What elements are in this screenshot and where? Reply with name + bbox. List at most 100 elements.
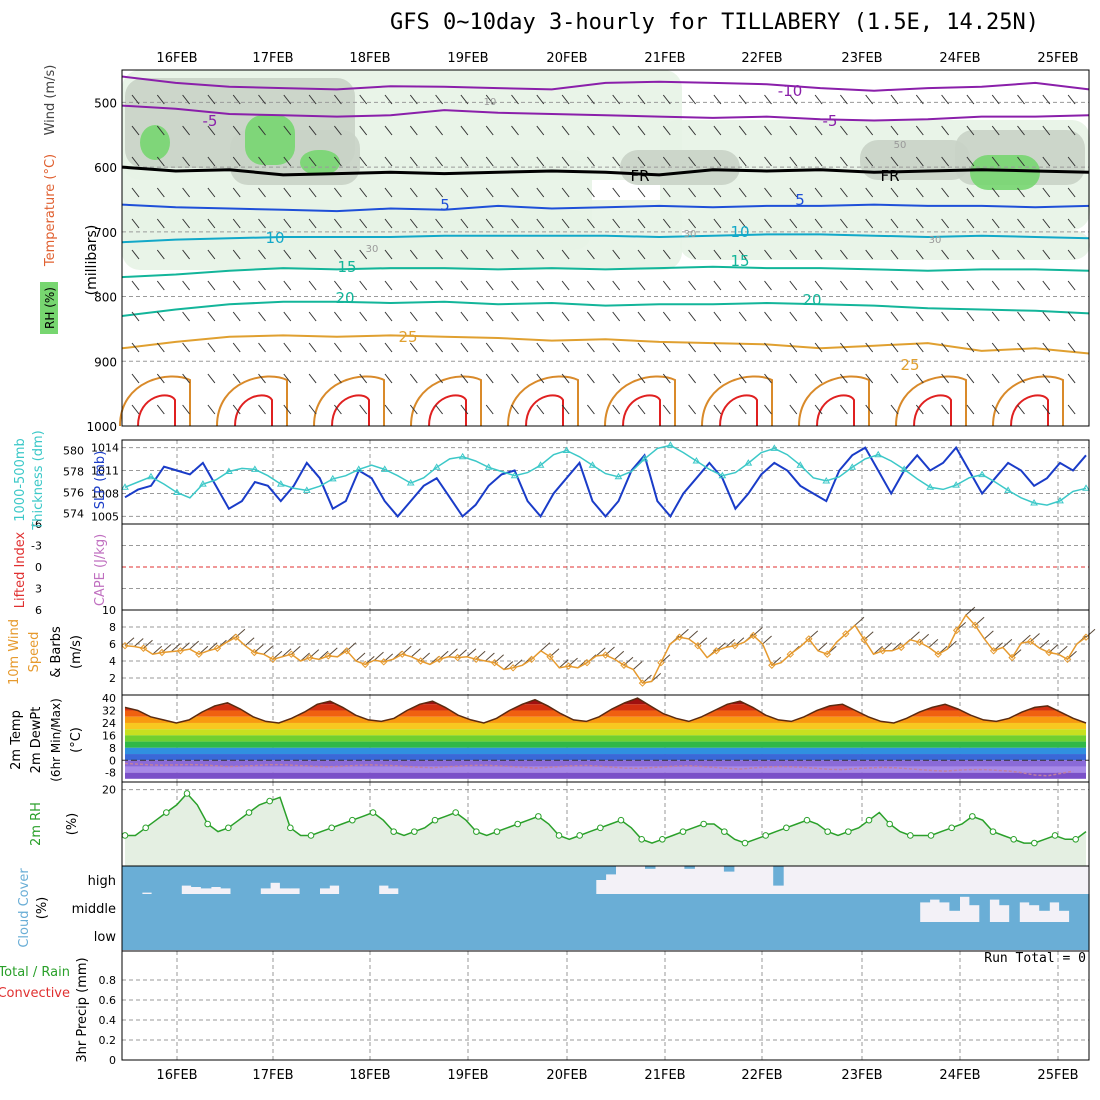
wind-barb: [1042, 94, 1051, 105]
cloud-cell: [171, 922, 183, 950]
temp-35-contour: [816, 394, 855, 427]
cloud-cell: [200, 866, 212, 889]
cloud-cell: [351, 894, 362, 922]
li-tick-label: 0: [35, 561, 42, 574]
wind-barb: [688, 94, 696, 105]
wind-barb: [561, 249, 570, 260]
wind-barb: [840, 404, 848, 415]
wind-barb: [359, 342, 368, 353]
cloud-cell: [530, 922, 542, 950]
cloud-cell: [879, 922, 891, 950]
wind-barb: [890, 218, 899, 229]
wind-barb-10m: [1020, 634, 1031, 644]
wind-barb: [182, 218, 190, 229]
cloud-cell: [391, 894, 402, 922]
wind-barb: [612, 125, 621, 136]
wind-barb: [764, 125, 772, 136]
rh2m-point: [865, 816, 873, 824]
wind10m-point: [915, 638, 924, 647]
rh2m-point: [431, 816, 439, 824]
wind-barb: [789, 342, 798, 353]
wind-barb: [511, 94, 519, 105]
wind-barb: [308, 342, 317, 353]
cloud-cell: [122, 922, 133, 950]
wind10m-point: [768, 661, 776, 669]
wind10m-point: [805, 635, 813, 643]
cloud-cell: [556, 866, 567, 894]
cloud-cell: [371, 894, 382, 922]
cloud-cell: [171, 894, 183, 922]
cloud-cell: [261, 922, 273, 950]
wind-tick-label: 8: [109, 621, 116, 634]
wind10m-point: [232, 633, 240, 641]
wind-barb: [688, 187, 696, 198]
wind-barb: [915, 218, 924, 229]
wind-barb: [941, 404, 949, 415]
cloud-cell: [1049, 894, 1060, 903]
wind10m-point: [509, 664, 517, 672]
rh-shade: [245, 115, 295, 165]
wind-barb: [991, 156, 1000, 167]
bottom-date-label: 24FEB: [939, 1068, 980, 1083]
wind10m-point: [416, 657, 425, 665]
wind-barb: [789, 404, 798, 415]
contour-label: -5: [203, 112, 218, 130]
cloud-row-label: low: [94, 930, 117, 945]
wind-barb-10m: [374, 651, 384, 661]
wind-barb: [536, 249, 545, 260]
wind-barb: [587, 187, 595, 198]
wind-barb: [1017, 218, 1025, 229]
wind-barb: [232, 249, 241, 260]
wind-barb: [688, 373, 696, 384]
cloud-cell: [740, 922, 751, 950]
cloud-cell: [819, 922, 831, 950]
wind-barb: [308, 404, 317, 415]
wind-barb: [460, 187, 469, 198]
cloud-cell: [241, 922, 253, 950]
cloud-cell: [388, 866, 399, 889]
wind-barb: [207, 249, 216, 260]
temp-30-contour: [992, 375, 1064, 427]
wind-barb: [156, 156, 165, 167]
cloud-cell: [605, 866, 616, 875]
wind-barb: [941, 94, 949, 105]
wind-barb: [840, 373, 848, 384]
bottom-date-label: 25FEB: [1037, 1068, 1078, 1083]
top-date-label: 17FEB: [252, 51, 293, 66]
cloud-cell: [398, 866, 409, 894]
cloud-cell: [451, 894, 462, 922]
wind-barb: [865, 342, 874, 353]
wind10m-point: [269, 655, 277, 664]
temp-tick-label: 24: [102, 717, 116, 730]
thickness-point: [121, 483, 129, 490]
wind-barb: [485, 125, 494, 136]
wind-barb: [359, 125, 368, 136]
cloud-cell: [470, 894, 482, 922]
temp-band: [125, 772, 1086, 779]
rh2m-point: [328, 824, 335, 832]
wind-barb: [738, 311, 747, 322]
wind-barb: [814, 342, 823, 353]
wind-barb: [612, 311, 621, 322]
wind-barb: [536, 280, 545, 291]
cloud-cell: [191, 922, 203, 950]
wind10m-point: [306, 653, 314, 662]
wind-barb: [359, 156, 368, 167]
wind10m-point: [749, 631, 758, 640]
cloud-cell: [979, 894, 990, 922]
wind-barb: [156, 311, 165, 322]
rh2m-point: [907, 832, 914, 839]
thickness-point: [354, 465, 363, 472]
wind-barb: [915, 249, 924, 260]
wind-barb-10m: [281, 648, 292, 658]
thickness-point: [302, 486, 311, 493]
cloud-cell: [899, 894, 911, 922]
cloud-cell: [929, 894, 941, 900]
wind-barb: [764, 373, 772, 384]
cloud-cell: [540, 894, 552, 922]
rh2m-tick-label: 20: [102, 784, 116, 797]
wind-barb: [409, 125, 418, 136]
wind-barb: [409, 311, 418, 322]
wind-barb: [1067, 187, 1076, 198]
wind-barb: [384, 156, 393, 167]
